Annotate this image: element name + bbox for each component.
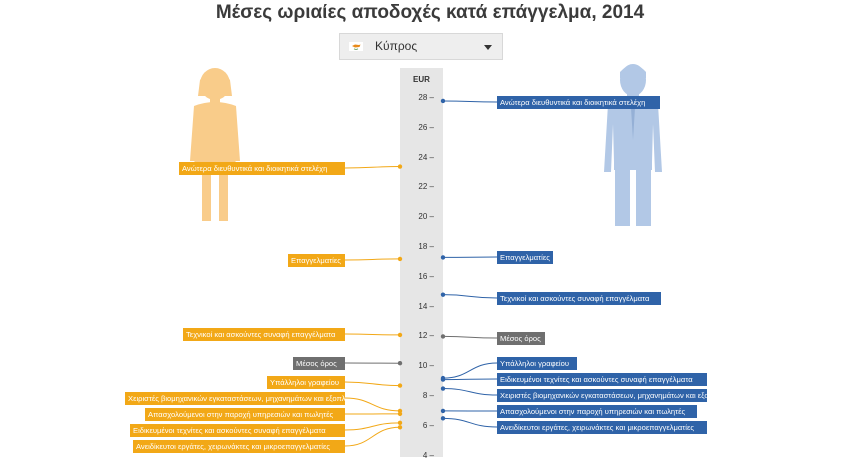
male-occupation-label: Υπάλληλοι γραφείου <box>497 357 577 370</box>
female-data-point <box>398 333 402 337</box>
female-data-point <box>398 425 402 429</box>
female-connector-line <box>345 167 400 168</box>
male-connector-line <box>443 363 497 378</box>
female-data-point <box>398 383 402 387</box>
male-data-point <box>441 255 445 259</box>
male-occupation-label: Μέσος όρος <box>497 332 545 345</box>
male-connector-line <box>443 295 497 298</box>
female-connector-line <box>345 398 400 411</box>
female-occupation-label: Μέσος όρος <box>293 357 345 370</box>
female-occupation-label: Χειριστές βιομηχανικών εγκαταστάσεων, μη… <box>125 392 345 405</box>
male-data-point <box>441 99 445 103</box>
female-connector-line <box>345 259 400 260</box>
female-occupation-label: Επαγγελματίες <box>288 254 345 267</box>
male-data-point <box>441 334 445 338</box>
female-data-point <box>398 164 402 168</box>
female-occupation-label: Ανώτερα διευθυντικά και διοικητικά στελέ… <box>179 162 345 175</box>
male-connector-line <box>443 418 497 427</box>
male-data-point <box>441 386 445 390</box>
male-occupation-label: Χειριστές βιομηχανικών εγκαταστάσεων, μη… <box>497 389 707 402</box>
female-connector-line <box>345 423 400 430</box>
female-data-point <box>398 421 402 425</box>
female-occupation-label: Τεχνικοί και ασκούντες συναφή επαγγέλματ… <box>183 328 345 341</box>
female-connector-line <box>345 334 400 335</box>
female-data-point <box>398 257 402 261</box>
male-occupation-label: Ειδικευμένοι τεχνίτες και ασκούντες συνα… <box>497 373 707 386</box>
male-data-point <box>441 292 445 296</box>
female-data-point <box>398 361 402 365</box>
male-occupation-label: Ανειδίκευτοι εργάτες, χειρωνάκτες και μι… <box>497 421 707 434</box>
male-data-point <box>441 416 445 420</box>
male-occupation-label: Απασχολούμενοι στην παροχή υπηρεσιών και… <box>497 405 697 418</box>
female-data-point <box>398 412 402 416</box>
female-occupation-label: Υπάλληλοι γραφείου <box>267 376 345 389</box>
male-occupation-label: Ανώτερα διευθυντικά και διοικητικά στελέ… <box>497 96 660 109</box>
male-data-point <box>441 409 445 413</box>
female-occupation-label: Ανειδίκευτοι εργάτες, χειρωνάκτες και μι… <box>133 440 345 453</box>
female-connector-line <box>345 382 400 386</box>
female-occupation-label: Απασχολούμενοι στην παροχή υπηρεσιών και… <box>145 408 345 421</box>
male-occupation-label: Επαγγελματίες <box>497 251 553 264</box>
male-connector-line <box>443 101 497 102</box>
male-data-point <box>441 377 445 381</box>
male-connector-line <box>443 379 497 380</box>
male-connector-line <box>443 389 497 395</box>
male-connector-line <box>443 336 497 338</box>
male-occupation-label: Τεχνικοί και ασκούντες συναφή επαγγέλματ… <box>497 292 661 305</box>
female-occupation-label: Ειδικευμένοι τεχνίτες και ασκούντες συνα… <box>130 424 345 437</box>
